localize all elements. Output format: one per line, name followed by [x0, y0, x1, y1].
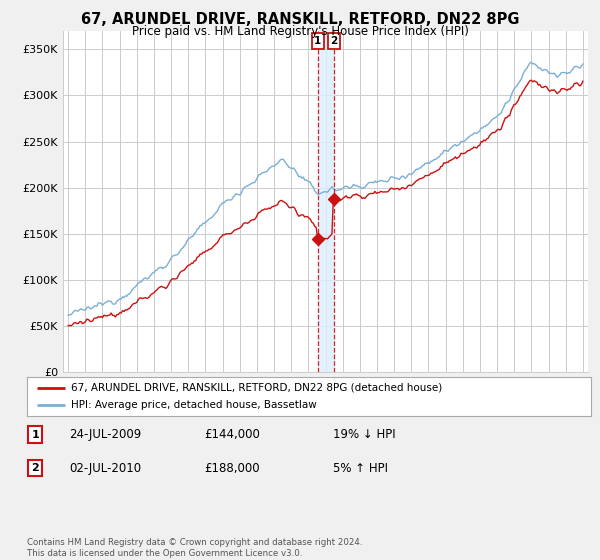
Text: 1: 1 — [31, 430, 39, 440]
Bar — [318, 31, 334, 372]
Text: 2: 2 — [331, 36, 338, 46]
Text: 02-JUL-2010: 02-JUL-2010 — [69, 461, 141, 475]
Text: 19% ↓ HPI: 19% ↓ HPI — [333, 428, 395, 441]
Text: 67, ARUNDEL DRIVE, RANSKILL, RETFORD, DN22 8PG (detached house): 67, ARUNDEL DRIVE, RANSKILL, RETFORD, DN… — [71, 382, 442, 393]
Text: Contains HM Land Registry data © Crown copyright and database right 2024.
This d: Contains HM Land Registry data © Crown c… — [27, 538, 362, 558]
Text: 1: 1 — [314, 36, 322, 46]
Text: 24-JUL-2009: 24-JUL-2009 — [69, 428, 141, 441]
Text: 5% ↑ HPI: 5% ↑ HPI — [333, 461, 388, 475]
Text: HPI: Average price, detached house, Bassetlaw: HPI: Average price, detached house, Bass… — [71, 400, 317, 410]
Text: 2: 2 — [31, 463, 39, 473]
Text: £144,000: £144,000 — [204, 428, 260, 441]
Text: Price paid vs. HM Land Registry's House Price Index (HPI): Price paid vs. HM Land Registry's House … — [131, 25, 469, 38]
Text: £188,000: £188,000 — [204, 461, 260, 475]
Text: 67, ARUNDEL DRIVE, RANSKILL, RETFORD, DN22 8PG: 67, ARUNDEL DRIVE, RANSKILL, RETFORD, DN… — [81, 12, 519, 27]
